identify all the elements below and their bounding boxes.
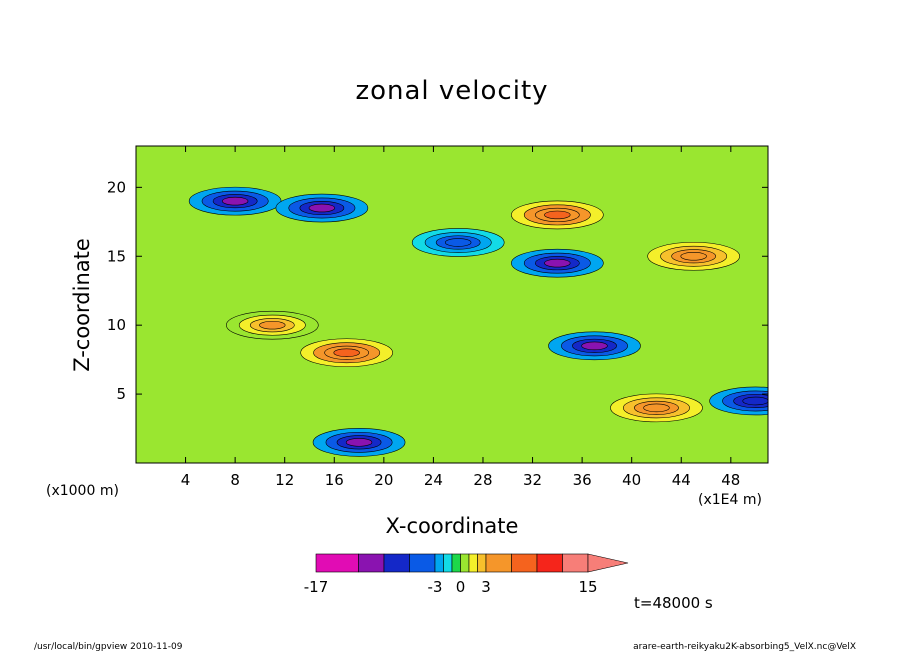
colorbar-segment — [468, 553, 478, 573]
x-tick-label: 32 — [523, 471, 542, 489]
x-tick-label: 8 — [230, 471, 240, 489]
colorbar-segment — [485, 553, 512, 573]
colorbar-segment — [358, 553, 385, 573]
x-axis-label: X-coordinate — [385, 514, 519, 538]
colorbar-segment — [536, 553, 563, 573]
colorbar-segment — [434, 553, 444, 573]
colorbar-label: -17 — [303, 578, 329, 596]
colorbar-label: -3 — [427, 578, 443, 596]
field-feature-1-level-3 — [308, 203, 336, 213]
x-tick-label: 16 — [325, 471, 344, 489]
field-feature-8-level-3 — [544, 210, 571, 220]
chart-title: zonal velocity — [355, 76, 549, 106]
colorbar-segment — [477, 553, 487, 573]
x-unit-left: (x1000 m) — [46, 483, 119, 499]
x-tick-label: 48 — [721, 471, 740, 489]
x-tick-label: 28 — [473, 471, 492, 489]
colorbar-label: 0 — [455, 578, 466, 596]
x-tick-label: 36 — [573, 471, 592, 489]
x-unit-right: (x1E4 m) — [698, 492, 762, 508]
colorbar-segment — [451, 553, 461, 573]
y-tick-label: 5 — [116, 385, 126, 403]
colorbar-label: 15 — [578, 578, 598, 596]
y-tick-label: 20 — [107, 178, 126, 196]
footer-left: /usr/local/bin/gpview 2010-11-09 — [34, 642, 183, 652]
x-tick-label: 44 — [672, 471, 691, 489]
colorbar-segment — [562, 553, 589, 573]
footer-right: arare-earth-reikyaku2K-absorbing5_VelX.n… — [633, 642, 856, 652]
velocity-field — [136, 146, 768, 463]
field-feature-10-level-3 — [680, 252, 707, 261]
x-tick-label: 4 — [181, 471, 191, 489]
field-feature-9-level-3 — [643, 403, 670, 413]
field-feature-4-level-3 — [581, 341, 608, 351]
colorbar-arrow — [587, 553, 629, 573]
y-axis: 5 10 15 20 — [107, 178, 768, 403]
time-label: t=48000 s — [634, 594, 713, 612]
x-tick-label: 24 — [424, 471, 443, 489]
field-feature-7-level-3 — [333, 348, 360, 357]
field-feature-5-level-3 — [742, 396, 768, 406]
colorbar-segment — [409, 553, 436, 573]
y-tick-label: 15 — [107, 247, 126, 265]
colorbar-segment — [383, 553, 410, 573]
colorbar — [315, 553, 629, 573]
field-feature-0-level-3 — [221, 196, 249, 206]
y-tick-label: 10 — [107, 316, 126, 334]
colorbar-segment — [511, 553, 538, 573]
x-tick-label: 20 — [374, 471, 393, 489]
y-axis-label: Z-coordinate — [70, 238, 94, 372]
field-feature-6-level-3 — [345, 438, 373, 447]
x-tick-label: 12 — [275, 471, 294, 489]
field-feature-3-level-3 — [544, 258, 571, 268]
colorbar-segment — [460, 553, 470, 573]
colorbar-segment — [315, 553, 359, 573]
x-tick-label: 40 — [622, 471, 641, 489]
field-feature-2-level-3 — [445, 238, 472, 247]
colorbar-label: 3 — [481, 578, 491, 596]
plot-frame — [135, 145, 769, 464]
x-axis: 4 8 12 16 20 24 28 32 36 40 44 48 — [181, 146, 740, 489]
field-feature-11-level-3 — [259, 320, 286, 330]
colorbar-segment — [443, 553, 453, 573]
